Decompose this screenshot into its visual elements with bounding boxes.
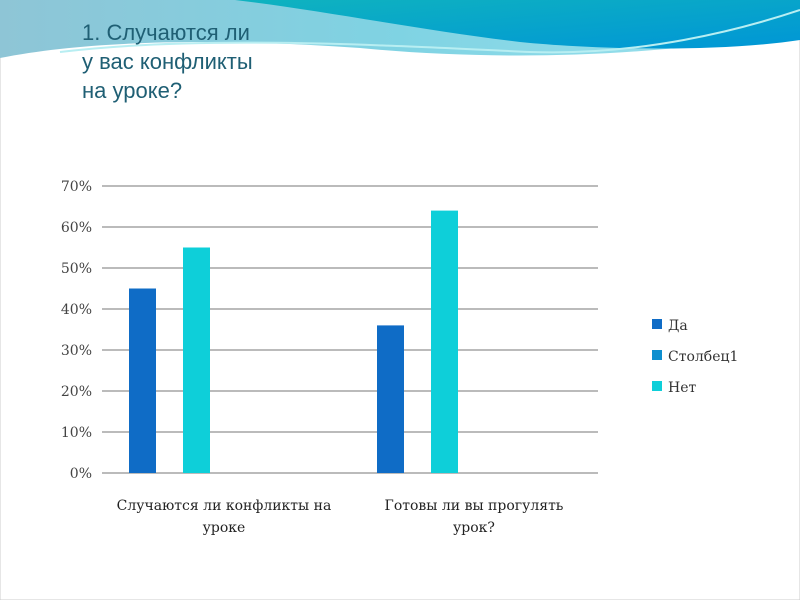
- x-category-label: Готовы ли вы прогулять: [385, 498, 564, 514]
- legend-swatch: [652, 381, 662, 391]
- y-tick-label: 0%: [70, 466, 92, 482]
- slide-title: 1. Случаются ли у вас конфликты на уроке…: [82, 18, 253, 105]
- legend-label: Столбец1: [668, 349, 738, 365]
- y-tick-label: 10%: [61, 425, 92, 441]
- bar-Да-1: [377, 325, 404, 473]
- bar-Да-0: [129, 288, 156, 473]
- bar-Нет-0: [183, 247, 210, 473]
- x-category-label: Случаются ли конфликты на: [117, 498, 332, 514]
- y-tick-label: 60%: [61, 220, 92, 236]
- title-line-2: у вас конфликты: [82, 49, 253, 74]
- title-line-3: на уроке?: [82, 78, 183, 103]
- y-tick-label: 40%: [61, 302, 92, 318]
- legend-label: Нет: [668, 380, 696, 396]
- bar-Нет-1: [431, 210, 458, 473]
- y-tick-label: 20%: [61, 384, 92, 400]
- x-category-label: урок?: [453, 520, 495, 536]
- legend-label: Да: [668, 318, 688, 334]
- y-tick-label: 50%: [61, 261, 92, 277]
- title-line-1: 1. Случаются ли: [82, 20, 250, 45]
- legend-swatch: [652, 319, 662, 329]
- y-tick-label: 70%: [61, 179, 92, 195]
- legend-swatch: [652, 350, 662, 360]
- x-category-label: уроке: [203, 520, 246, 536]
- y-tick-label: 30%: [61, 343, 92, 359]
